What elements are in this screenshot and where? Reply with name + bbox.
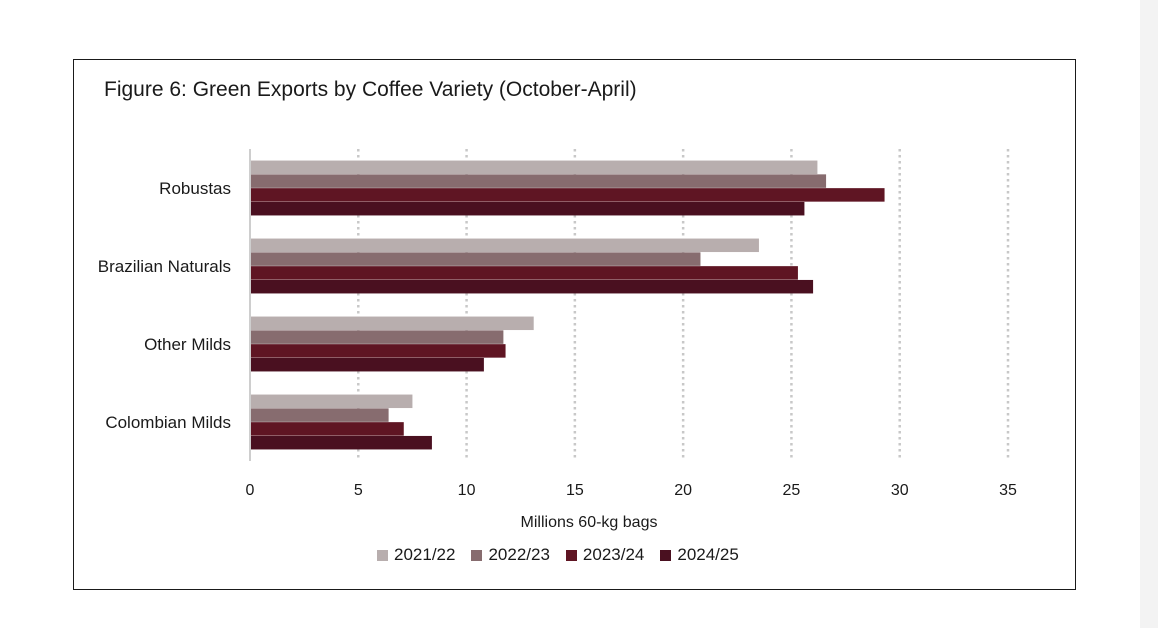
bar: [251, 238, 759, 253]
bar: [251, 266, 798, 280]
bar: [251, 279, 814, 294]
chart-plot: 0 5 10 15 20 25 30 35 Robustas Brazilian Naturals…: [98, 149, 1017, 531]
legend-label: 2024/25: [677, 545, 739, 564]
chart-legend: 2021/22 2022/23 2023/24 2024/25: [377, 545, 739, 565]
legend-item: 2022/23: [471, 545, 550, 565]
bar: [251, 174, 827, 188]
category-label: Colombian Milds: [105, 413, 231, 432]
legend-item: 2023/24: [565, 545, 645, 565]
x-tick-label: 20: [674, 482, 692, 499]
category-label: Brazilian Naturals: [98, 257, 231, 276]
figure-frame: Figure 6: Green Exports by Coffee Variet…: [73, 59, 1076, 590]
bar: [251, 252, 701, 266]
bar: [251, 408, 389, 422]
legend-swatch: [377, 549, 388, 561]
legend-label: 2021/22: [394, 545, 456, 564]
chart-title: Figure 6: Green Exports by Coffee Variet…: [104, 78, 637, 101]
legend-swatch: [565, 549, 577, 561]
x-axis-title: Millions 60-kg bags: [521, 514, 658, 531]
legend-swatch: [471, 549, 483, 561]
legend-item: 2021/22: [377, 545, 455, 565]
category-label: Robustas: [159, 179, 231, 198]
bar: [251, 394, 413, 409]
bar: [251, 357, 484, 372]
legend-label: 2022/23: [488, 545, 550, 564]
bar: [251, 344, 506, 358]
legend-swatch: [660, 549, 672, 561]
x-tick-label: 15: [566, 482, 584, 499]
bar: [251, 316, 534, 331]
x-tick-label: 0: [246, 482, 255, 499]
bar: [251, 201, 805, 216]
x-tick-label: 30: [891, 482, 909, 499]
x-tick-label: 35: [999, 482, 1017, 499]
scrollbar-track[interactable]: [1140, 0, 1158, 628]
bar: [251, 435, 432, 450]
x-tick-label: 25: [783, 482, 801, 499]
bar: [251, 160, 818, 175]
bar: [251, 188, 885, 202]
bar: [251, 330, 504, 344]
x-tick-label: 10: [458, 482, 476, 499]
legend-item: 2024/25: [660, 545, 739, 565]
x-tick-label: 5: [354, 482, 363, 499]
bar: [251, 422, 404, 436]
legend-label: 2023/24: [582, 545, 645, 564]
category-label: Other Milds: [144, 335, 231, 354]
